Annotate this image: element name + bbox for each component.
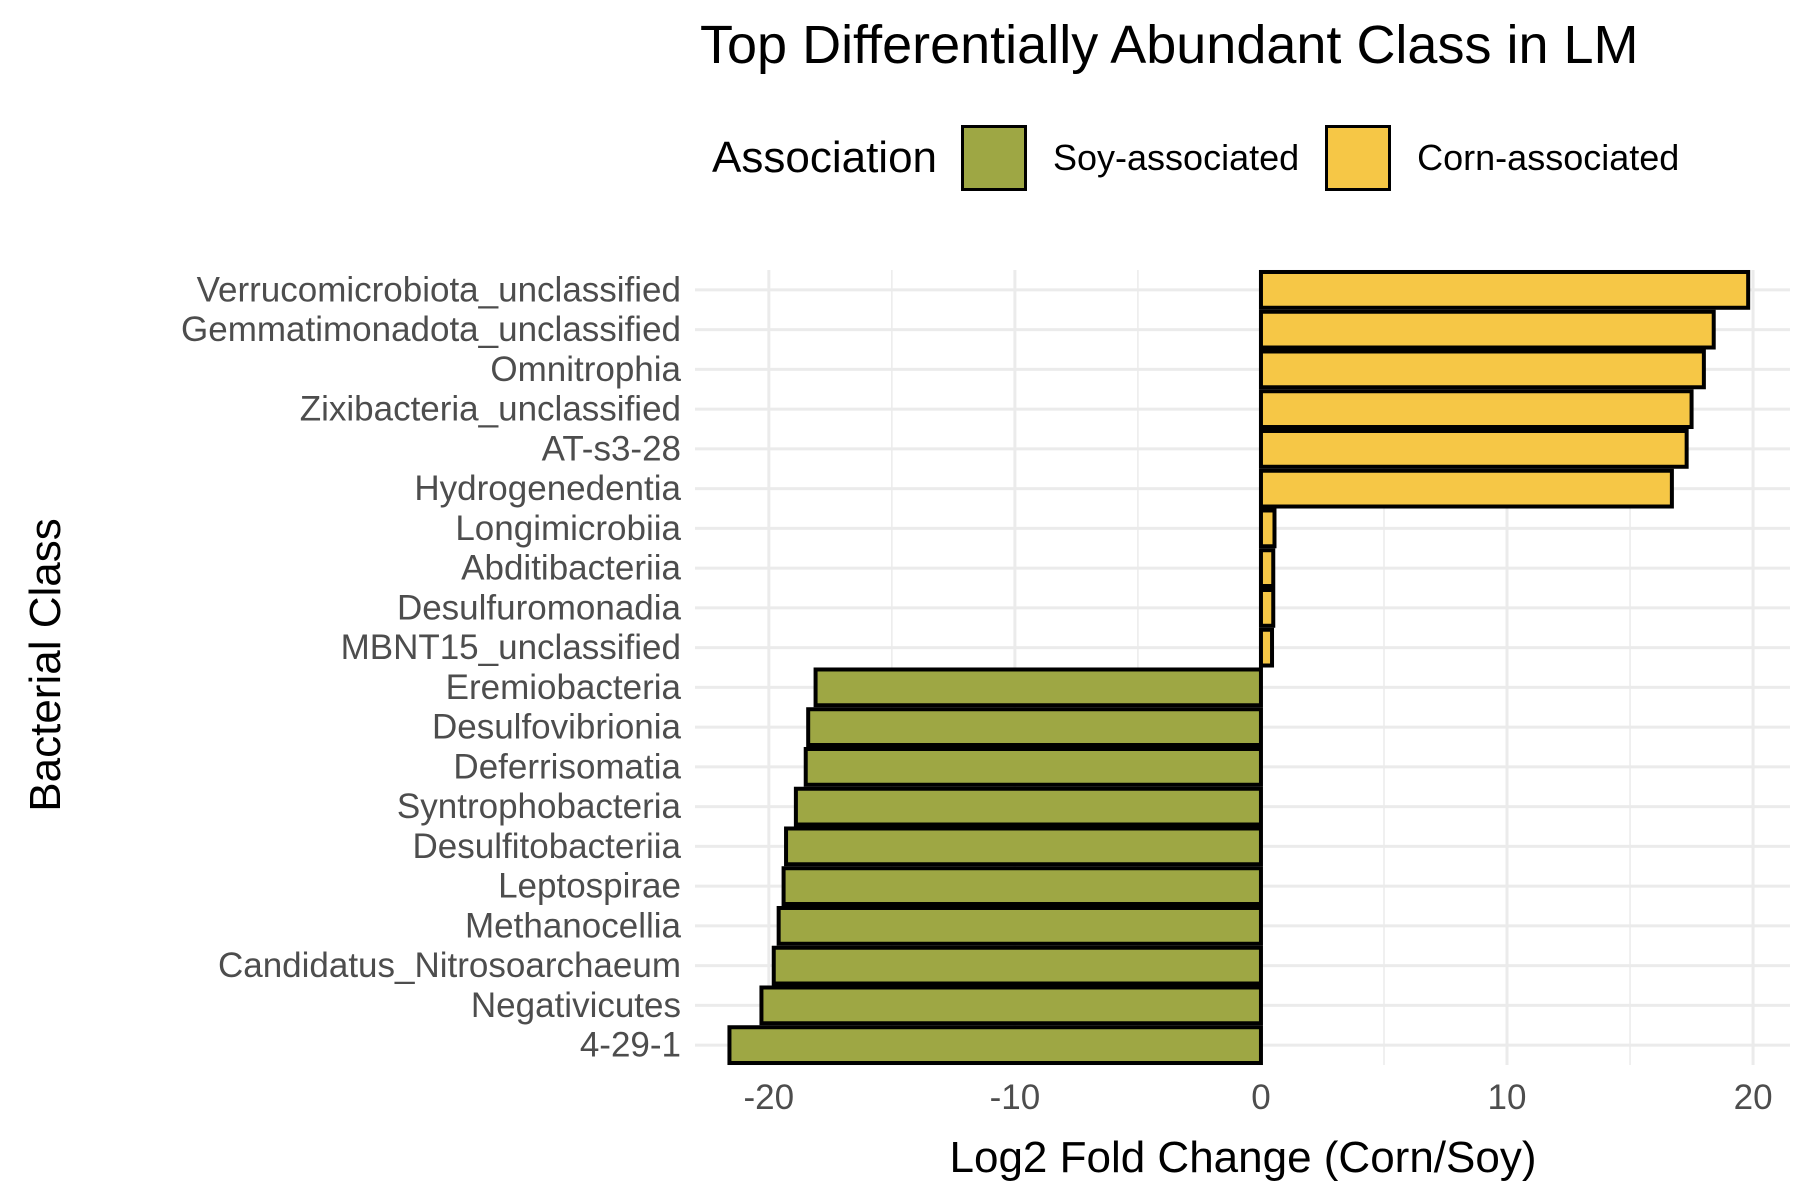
bar (776, 905, 1263, 946)
bar (1258, 468, 1674, 509)
bar (759, 985, 1263, 1026)
legend-swatch-corn (1325, 125, 1392, 191)
x-tick-label: 0 (1251, 1078, 1270, 1117)
category-label: Negativicutes (471, 986, 681, 1025)
bar (1258, 428, 1689, 469)
bar (781, 866, 1263, 907)
bar (771, 945, 1263, 986)
category-label: AT-s3-28 (542, 429, 681, 468)
bar (1258, 269, 1751, 310)
x-tick-label: 20 (1734, 1078, 1773, 1117)
bar-layer (727, 269, 1751, 1066)
category-label: Zixibacteria_unclassified (300, 390, 681, 429)
x-tick-label: 10 (1488, 1078, 1527, 1117)
bar (813, 667, 1263, 708)
bar (1258, 389, 1694, 430)
x-tick-label: -20 (744, 1078, 795, 1117)
legend-item-corn: Corn-associated (1325, 125, 1679, 191)
legend-title: Association (712, 133, 938, 182)
legend-label-soy: Soy-associated (1053, 137, 1300, 178)
bar (806, 707, 1263, 748)
bar (803, 746, 1263, 787)
x-axis-title: Log2 Fold Change (Corn/Soy) (950, 1133, 1537, 1182)
category-label: 4-29-1 (580, 1026, 681, 1065)
legend-label-corn: Corn-associated (1417, 137, 1680, 178)
bar (1258, 349, 1706, 390)
category-label: Gemmatimonadota_unclassified (181, 310, 681, 349)
bar (784, 826, 1263, 867)
category-label-layer: Verrucomicrobiota_unclassifiedGemmatimon… (181, 270, 682, 1064)
bar (1258, 309, 1716, 350)
category-label: MBNT15_unclassified (341, 628, 681, 667)
category-label: Candidatus_Nitrosoarchaeum (218, 946, 681, 985)
category-label: Desulfuromonadia (397, 588, 682, 627)
category-label: Hydrogenedentia (414, 469, 681, 508)
legend-item-soy: Soy-associated (961, 125, 1299, 191)
category-label: Desulfovibrionia (432, 708, 682, 747)
category-label: Eremiobacteria (446, 668, 682, 707)
category-label: Longimicrobiia (455, 509, 681, 548)
bar (727, 1025, 1263, 1066)
x-tick-label: -10 (990, 1078, 1041, 1117)
category-label: Abditibacteriia (461, 549, 681, 588)
legend-swatch-soy (961, 125, 1028, 191)
x-tick-layer: -20 -10 0 10 20 (744, 1078, 1773, 1117)
category-label: Omnitrophia (490, 350, 681, 389)
bar (1258, 627, 1275, 668)
bar (1258, 548, 1276, 589)
category-label: Verrucomicrobiota_unclassified (197, 270, 681, 309)
bar (1258, 587, 1276, 628)
bar (793, 786, 1263, 827)
category-label: Syntrophobacteria (397, 787, 682, 826)
bar (1258, 508, 1277, 549)
chart-title: Top Differentially Abundant Class in LM (700, 15, 1639, 75)
category-label: Deferrisomatia (453, 747, 681, 786)
category-label: Leptospirae (498, 867, 681, 906)
legend: Association Soy-associated Corn-associat… (712, 118, 1705, 198)
y-axis-title: Bacterial Class (21, 518, 70, 811)
category-label: Methanocellia (465, 906, 681, 945)
category-label: Desulfitobacteriia (413, 827, 682, 866)
